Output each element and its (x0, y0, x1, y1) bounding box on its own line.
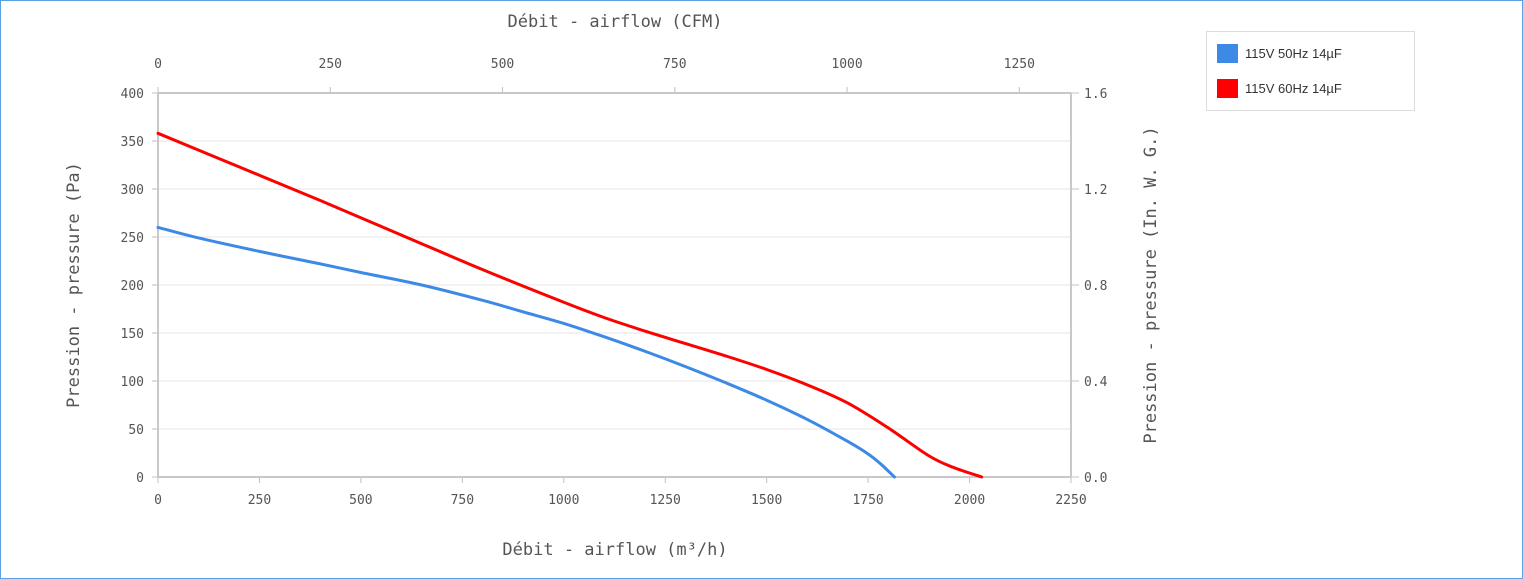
legend: 115V 50Hz 14µF 115V 60Hz 14µF (1206, 31, 1415, 111)
y-left-tick-label: 250 (121, 231, 144, 246)
series-line-60hz (156, 131, 984, 479)
legend-item-60hz[interactable]: 115V 60Hz 14µF (1217, 78, 1342, 98)
x-top-tick-label: 250 (319, 57, 342, 72)
y-axis-right-title: Pression - pressure (In. W. G.) (1141, 126, 1161, 443)
legend-item-50hz[interactable]: 115V 50Hz 14µF (1217, 43, 1342, 63)
axes (152, 87, 1079, 483)
x-bottom-tick-label: 750 (451, 493, 474, 508)
y-right-tick-label: 0.8 (1084, 279, 1107, 294)
tick-labels: 0 50 100 150 200 250 300 350 400 0.0 0.4 0.8 1.2 1.6 0… (121, 57, 1108, 508)
x-bottom-tick-label: 2250 (1055, 493, 1086, 508)
x-axis-bottom-title: Débit - airflow (m³/h) (502, 540, 727, 560)
y-left-tick-label: 0 (136, 471, 144, 486)
y-right-tick-label: 0.0 (1084, 471, 1107, 486)
x-bottom-tick-label: 0 (154, 493, 162, 508)
x-bottom-tick-label: 1750 (852, 493, 883, 508)
y-left-tick-label: 50 (128, 423, 144, 438)
legend-swatch-60hz (1217, 78, 1238, 98)
x-bottom-tick-label: 1000 (548, 493, 579, 508)
x-top-tick-label: 1000 (831, 57, 862, 72)
y-left-tick-label: 150 (121, 327, 144, 342)
x-bottom-tick-label: 1500 (751, 493, 782, 508)
y-axis-left-title: Pression - pressure (Pa) (64, 162, 84, 408)
x-axis-top-title: Débit - airflow (CFM) (508, 12, 723, 32)
y-right-tick-label: 0.4 (1084, 375, 1108, 390)
x-bottom-tick-label: 500 (349, 493, 372, 508)
legend-swatch-50hz (1217, 43, 1238, 63)
y-left-tick-label: 350 (121, 135, 144, 150)
y-left-tick-label: 300 (121, 183, 144, 198)
x-bottom-tick-label: 1250 (650, 493, 681, 508)
x-top-tick-label: 500 (491, 57, 514, 72)
x-top-tick-label: 0 (154, 57, 162, 72)
grid-lines (158, 92, 1071, 430)
x-top-tick-label: 750 (663, 57, 686, 72)
legend-label-60hz: 115V 60Hz 14µF (1245, 80, 1342, 96)
y-right-tick-label: 1.6 (1084, 87, 1107, 102)
series-lines (156, 131, 984, 479)
y-left-tick-label: 100 (121, 375, 144, 390)
x-bottom-tick-label: 250 (248, 493, 271, 508)
x-top-tick-label: 1250 (1004, 57, 1035, 72)
y-right-tick-label: 1.2 (1084, 183, 1107, 198)
y-left-tick-label: 400 (121, 87, 144, 102)
x-bottom-tick-label: 2000 (954, 493, 985, 508)
series-line-50hz (156, 225, 896, 479)
legend-label-50hz: 115V 50Hz 14µF (1245, 45, 1342, 61)
y-left-tick-label: 200 (121, 279, 144, 294)
